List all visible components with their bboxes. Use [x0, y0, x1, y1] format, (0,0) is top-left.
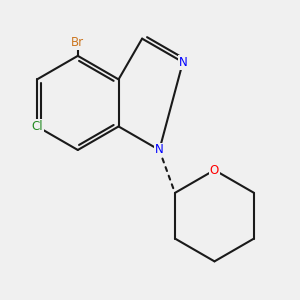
Text: Br: Br — [71, 36, 84, 50]
Text: N: N — [178, 56, 187, 69]
Text: O: O — [210, 164, 219, 177]
Text: Cl: Cl — [31, 120, 43, 133]
Text: N: N — [155, 143, 164, 157]
